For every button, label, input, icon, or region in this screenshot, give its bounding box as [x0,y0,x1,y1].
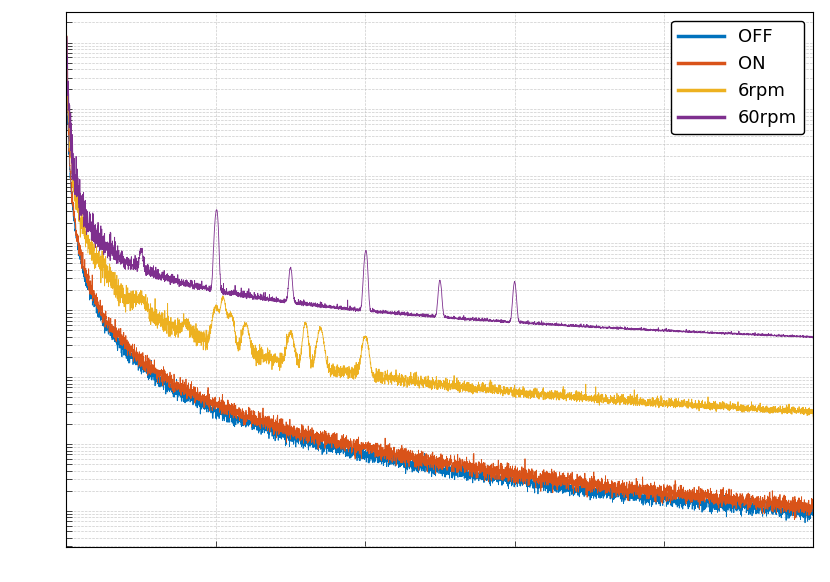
Line: ON: ON [67,67,813,520]
ON [789,516,799,523]
6rpm [676,400,686,407]
ON [676,489,686,496]
60rpm [510,278,520,285]
Line: OFF: OFF [67,66,813,523]
ON [548,469,558,475]
Legend: OFF, ON, 6rpm, 60rpm: OFF, ON, 6rpm, 60rpm [671,21,804,134]
OFF [676,497,686,504]
6rpm [62,33,72,40]
6rpm [347,374,357,381]
6rpm [198,334,208,341]
60rpm [808,336,818,343]
ON [198,398,208,404]
60rpm [347,305,357,312]
OFF [808,502,818,509]
ON [510,477,520,484]
60rpm [198,285,208,292]
Line: 60rpm: 60rpm [67,37,813,339]
OFF [800,519,810,526]
60rpm [619,325,629,332]
ON [62,63,72,70]
6rpm [619,399,629,406]
6rpm [510,382,520,389]
6rpm [808,418,818,425]
60rpm [676,328,686,335]
OFF [619,490,629,497]
6rpm [548,395,558,402]
Line: 6rpm: 6rpm [67,36,813,421]
OFF [198,395,208,402]
ON [808,503,818,510]
60rpm [62,33,72,40]
60rpm [548,320,558,327]
OFF [347,445,357,452]
OFF [62,62,72,69]
ON [347,445,357,452]
OFF [548,480,558,487]
ON [619,486,629,493]
OFF [510,482,520,489]
